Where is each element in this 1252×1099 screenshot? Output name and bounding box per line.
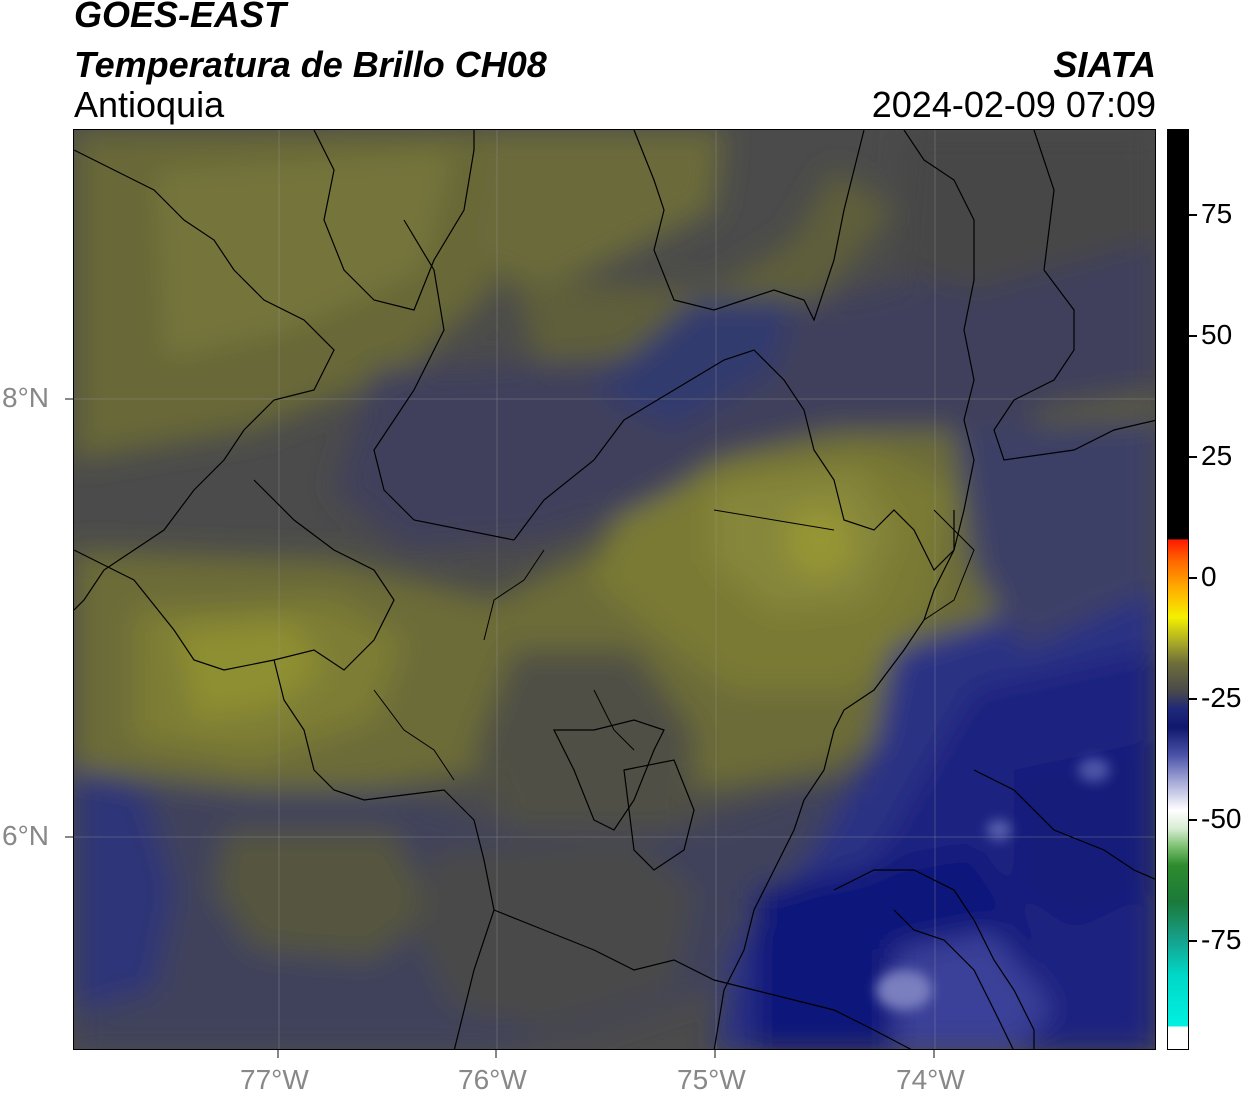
map-panel xyxy=(73,129,1156,1050)
colorbar-tick xyxy=(1189,456,1197,458)
brightness-temperature-map xyxy=(74,130,1155,1049)
temperature-fields xyxy=(74,130,1155,1049)
colorbar-label: 25 xyxy=(1201,440,1233,471)
lon-tick xyxy=(933,1050,935,1058)
lon-tick xyxy=(277,1050,279,1058)
lat-label: 6°N xyxy=(2,820,49,851)
colorbar-tick xyxy=(1189,698,1197,700)
satellite-title: GOES-EAST xyxy=(74,0,287,35)
lon-label: 74°W xyxy=(896,1064,965,1095)
lon-label: 77°W xyxy=(240,1064,309,1095)
colorbar-label: -50 xyxy=(1201,803,1242,834)
gridlines xyxy=(74,130,1155,1049)
lon-tick xyxy=(714,1050,716,1058)
colorbar xyxy=(1167,129,1189,1050)
lat-tick xyxy=(65,836,73,838)
admin-boundaries xyxy=(74,130,1155,1049)
colorbar-tick xyxy=(1189,214,1197,216)
municipal-boundaries xyxy=(373,509,975,781)
colorbar-tick xyxy=(1189,940,1197,942)
cold-speckles xyxy=(876,758,1110,1010)
colorbar-label: -25 xyxy=(1201,682,1242,713)
colorbar-tick xyxy=(1189,335,1197,337)
datetime-label: 2024-02-09 07:09 xyxy=(871,84,1156,125)
lon-label: 76°W xyxy=(458,1064,527,1095)
lat-tick xyxy=(65,398,73,400)
product-title: Temperatura de Brillo CH08 xyxy=(74,44,547,85)
colorbar-label: -75 xyxy=(1201,924,1242,955)
lat-label: 8°N xyxy=(2,382,49,413)
region-label: Antioquia xyxy=(74,84,225,125)
lon-label: 75°W xyxy=(677,1064,746,1095)
colorbar-label: 0 xyxy=(1201,561,1217,592)
colorbar-tick xyxy=(1189,819,1197,821)
colorbar-label: 50 xyxy=(1201,319,1233,350)
lon-tick xyxy=(495,1050,497,1058)
colorbar-tick xyxy=(1189,577,1197,579)
brand-label: SIATA xyxy=(1053,44,1156,85)
colorbar-label: 75 xyxy=(1201,198,1233,229)
